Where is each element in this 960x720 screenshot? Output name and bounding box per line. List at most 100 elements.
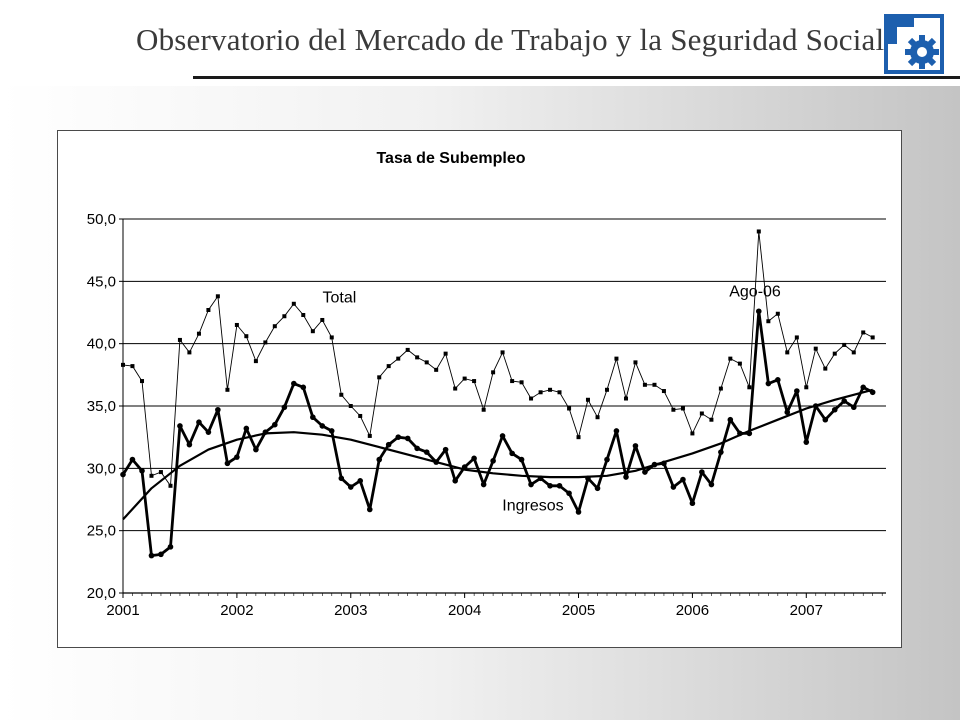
x-tick-label: 2003 <box>334 602 367 619</box>
data-point-ingresos <box>366 506 373 513</box>
data-point-ingresos <box>129 456 136 463</box>
data-point-total <box>121 362 125 367</box>
data-point-total <box>130 364 135 369</box>
data-point-total <box>614 356 619 361</box>
chart-frame: Tasa de Subempleo 20,0 25,0 30,0 35,0 40,0 45… <box>57 130 902 648</box>
data-point-ingresos <box>708 481 715 488</box>
data-point-total <box>386 364 391 369</box>
data-point-total <box>320 317 325 322</box>
data-point-total <box>206 308 211 313</box>
data-point-ingresos <box>310 414 316 421</box>
data-point-total <box>491 370 496 375</box>
header-divider <box>193 76 960 79</box>
data-point-ingresos <box>480 481 487 488</box>
data-point-total <box>253 359 258 364</box>
data-point-total <box>870 335 875 340</box>
data-point-total <box>794 335 799 340</box>
data-point-total <box>272 324 277 329</box>
series-line-total <box>122 231 873 488</box>
chart-svg: Tasa de Subempleo 20,0 25,0 30,0 35,0 40,0 45… <box>87 150 886 619</box>
data-point-ingresos <box>518 456 525 463</box>
data-point-total <box>244 334 249 339</box>
data-point-total <box>329 335 334 340</box>
data-point-total <box>424 360 429 365</box>
data-point-ingresos <box>547 482 553 489</box>
data-point-total <box>851 350 856 355</box>
series-line-tendencia <box>122 388 873 521</box>
data-point-total <box>396 356 401 361</box>
data-point-total <box>168 483 173 488</box>
data-point-total <box>576 435 581 440</box>
data-point-total <box>642 382 647 387</box>
data-point-total <box>861 330 866 335</box>
data-point-total <box>529 396 534 401</box>
data-point-total <box>737 361 742 366</box>
data-point-ingresos <box>253 446 259 453</box>
data-point-total <box>567 406 572 411</box>
data-point-ingresos <box>670 484 677 490</box>
data-point-total <box>291 301 296 306</box>
data-point-total <box>813 346 818 351</box>
data-point-ingresos <box>499 433 506 439</box>
data-point-total <box>367 433 372 438</box>
data-point-total <box>472 379 477 384</box>
data-point-ingresos <box>167 544 174 550</box>
data-point-total <box>443 351 448 356</box>
data-point-total <box>842 342 847 347</box>
data-point-total <box>832 351 837 356</box>
data-point-total <box>282 314 287 319</box>
data-point-ingresos <box>319 423 326 429</box>
data-point-ingresos <box>139 468 145 474</box>
data-point-ingresos <box>613 428 620 434</box>
data-point-ingresos <box>347 484 354 490</box>
data-point-ingresos <box>357 478 364 484</box>
data-point-total <box>718 386 723 391</box>
data-point-total <box>595 415 600 420</box>
y-tick-label: 45,0 <box>87 273 116 290</box>
data-point-total <box>453 386 458 391</box>
data-point-total <box>177 337 182 342</box>
data-point-ingresos <box>784 409 791 416</box>
data-point-ingresos <box>594 485 601 492</box>
y-tick-label: 30,0 <box>87 460 116 477</box>
data-point-ingresos <box>794 388 800 394</box>
data-point-total <box>339 392 344 397</box>
grid-layer <box>123 218 886 532</box>
data-point-total <box>823 366 828 371</box>
axis-layer: 20,0 25,0 30,0 35,0 40,0 45,0 50,0 2001 2002 2003… <box>87 211 886 619</box>
page-title: Observatorio del Mercado de Trabajo y la… <box>136 22 885 57</box>
y-tick-label: 20,0 <box>87 585 116 602</box>
data-point-total <box>728 356 733 361</box>
data-point-ingresos <box>414 445 420 452</box>
data-point-total <box>310 329 315 334</box>
data-point-ingresos <box>632 443 639 449</box>
data-point-total <box>158 470 163 475</box>
data-point-total <box>140 379 145 384</box>
x-tick-label: 2007 <box>790 602 823 619</box>
data-point-total <box>756 229 761 234</box>
data-point-ingresos <box>575 509 582 515</box>
data-point-total <box>624 396 629 401</box>
data-point-total <box>585 397 590 402</box>
data-point-ingresos <box>680 476 686 483</box>
data-point-total <box>263 340 268 345</box>
data-point-total <box>234 322 239 327</box>
data-point-ingresos <box>243 425 250 432</box>
data-point-total <box>775 311 780 316</box>
data-point-ingresos <box>452 478 458 484</box>
data-point-ingresos <box>338 475 345 482</box>
data-point-ingresos <box>803 439 810 445</box>
y-tick-label: 35,0 <box>87 398 116 415</box>
data-point-ingresos <box>272 421 278 428</box>
data-point-total <box>377 375 382 380</box>
data-point-total <box>434 367 439 372</box>
data-point-total <box>538 390 543 395</box>
data-point-ingresos <box>186 441 193 448</box>
annotation-total: Total <box>322 290 356 307</box>
data-point-total <box>747 385 752 390</box>
data-point-ingresos <box>291 380 297 387</box>
data-point-ingresos <box>718 449 724 455</box>
data-point-total <box>519 380 524 385</box>
data-point-total <box>187 350 192 355</box>
data-point-ingresos <box>300 384 307 391</box>
